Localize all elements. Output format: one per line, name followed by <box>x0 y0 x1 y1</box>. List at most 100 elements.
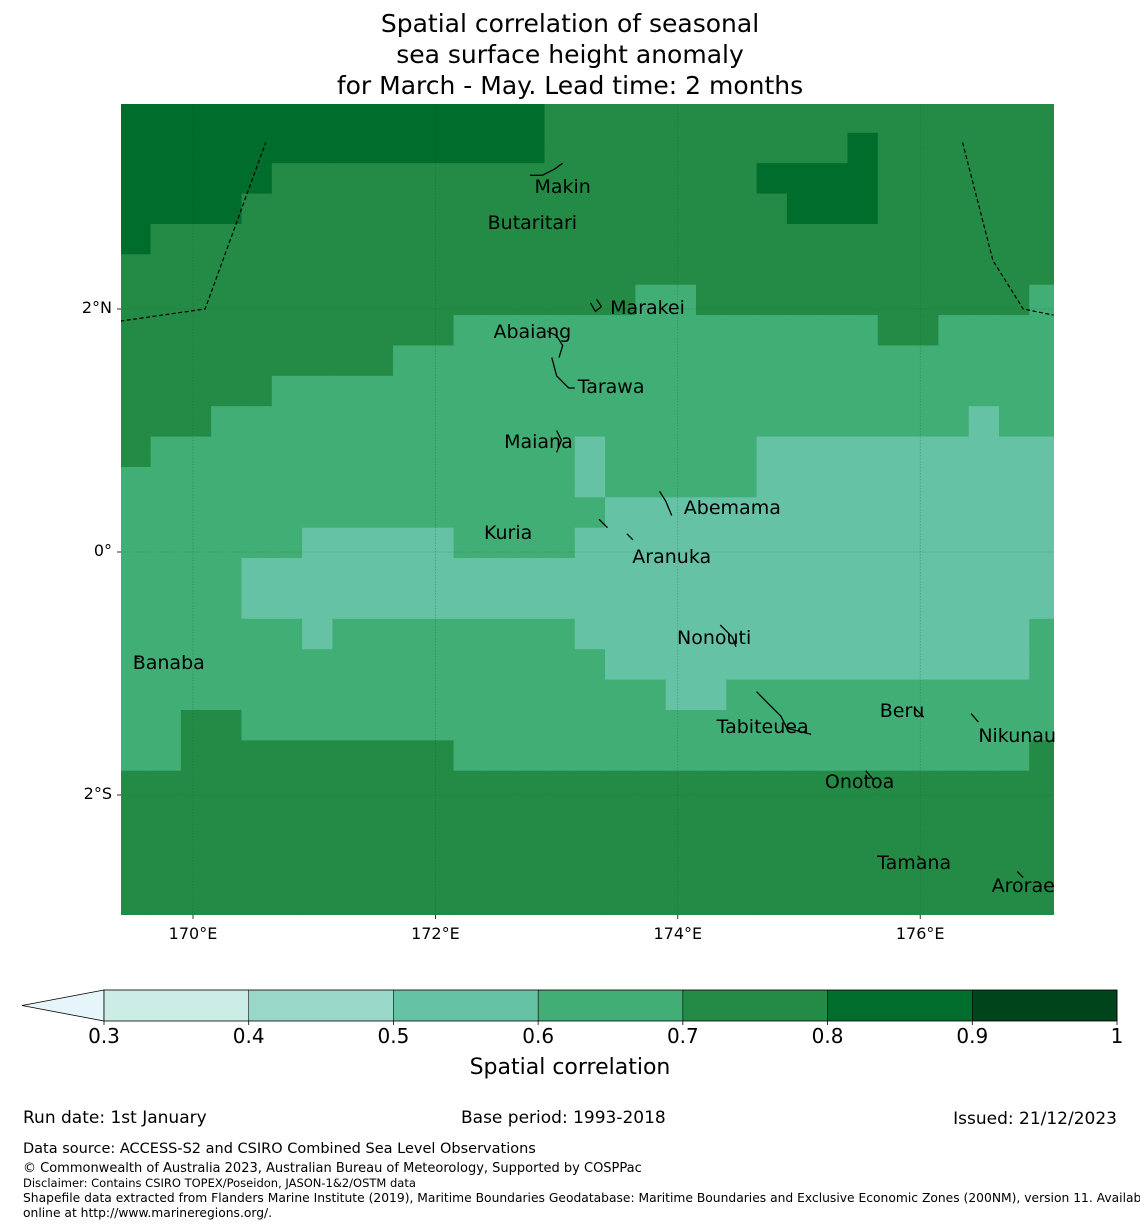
grid-cell <box>150 436 182 453</box>
grid-cell <box>241 239 273 255</box>
grid-cell <box>544 466 576 483</box>
grid-cell <box>453 785 485 802</box>
grid-cell <box>938 785 970 802</box>
grid-cell <box>908 785 939 802</box>
grid-cell <box>908 694 939 711</box>
grid-cell <box>121 406 152 422</box>
grid-cell <box>423 269 455 286</box>
grid-cell <box>877 391 909 407</box>
grid-cell <box>423 391 455 407</box>
grid-cell <box>877 785 909 802</box>
grid-cell <box>726 709 758 726</box>
grid-cell <box>302 284 333 301</box>
grid-cell <box>817 104 849 119</box>
run-date: Run date: 1st January <box>23 1108 207 1128</box>
place-label: Marakei <box>610 297 685 319</box>
grid-cell <box>121 208 152 225</box>
grid-cell <box>998 725 1030 741</box>
grid-cell <box>665 785 697 802</box>
grid-cell <box>847 664 879 681</box>
grid-cell <box>332 558 364 574</box>
grid-cell <box>695 816 727 833</box>
grid-cell <box>817 466 849 483</box>
grid-cell <box>817 816 849 833</box>
grid-cell <box>362 512 394 529</box>
grid-cell <box>605 104 636 119</box>
grid-cell <box>635 117 667 134</box>
grid-cell <box>544 269 576 286</box>
grid-cell <box>453 117 485 134</box>
grid-cell <box>635 588 667 605</box>
grid-cell <box>514 421 546 438</box>
grid-cell <box>241 938 272 954</box>
grid-cell <box>695 406 727 422</box>
grid-cell <box>998 132 1030 149</box>
grid-cell <box>544 315 576 331</box>
grid-cell <box>998 254 1030 271</box>
grid-cell <box>271 831 303 848</box>
grid-cell <box>695 801 727 817</box>
grid-cell <box>574 104 606 119</box>
grid-cell <box>574 132 606 149</box>
nikunau-island <box>970 713 979 723</box>
grid-cell <box>514 588 546 605</box>
grid-cell <box>877 284 909 301</box>
grid-cell <box>786 542 818 559</box>
grid-cell <box>180 239 212 255</box>
grid-cell <box>938 208 970 225</box>
grid-cell <box>968 709 1000 726</box>
grid-cell <box>756 239 788 255</box>
grid-cell <box>453 239 485 255</box>
grid-cell <box>665 330 697 347</box>
grid-cell <box>665 466 697 483</box>
grid-cell <box>483 725 515 741</box>
grid-cell <box>756 148 788 164</box>
grid-cell <box>332 877 364 893</box>
grid-cell <box>514 892 546 908</box>
grid-cell <box>665 877 697 893</box>
grid-cell <box>756 208 788 225</box>
grid-cell <box>726 694 758 711</box>
grid-cell <box>271 360 303 377</box>
grid-cell <box>483 208 515 225</box>
grid-cell <box>544 421 576 438</box>
grid-cell <box>938 284 970 301</box>
grid-cell <box>514 117 546 134</box>
grid-cell <box>392 512 424 529</box>
grid-cell <box>817 679 849 696</box>
grid-cell <box>514 269 546 286</box>
grid-cell <box>121 770 152 787</box>
grid-cell <box>938 254 970 271</box>
grid-cell <box>150 193 182 210</box>
grid-cell <box>695 208 727 225</box>
grid-cell <box>847 375 879 392</box>
grid-cell <box>544 725 576 741</box>
grid-cell <box>453 406 485 422</box>
grid-cell <box>514 451 546 468</box>
grid-cell <box>392 132 424 149</box>
grid-cell <box>756 104 788 119</box>
grid-cell <box>180 148 212 164</box>
grid-cell <box>332 482 364 498</box>
grid-cell <box>121 178 152 195</box>
grid-cell <box>241 664 273 681</box>
grid-cell <box>211 801 243 817</box>
grid-cell <box>635 573 667 590</box>
grid-cell <box>605 482 636 498</box>
grid-cell <box>211 193 243 210</box>
grid-cell <box>756 512 788 529</box>
grid-cell <box>150 178 182 195</box>
grid-cell <box>786 208 818 225</box>
abaiang-island <box>546 330 564 358</box>
grid-cell <box>332 770 364 787</box>
grid-cell <box>756 178 788 195</box>
grid-cell <box>908 542 939 559</box>
grid-cell <box>453 104 485 119</box>
grid-cell <box>938 694 970 711</box>
grid-cell <box>756 877 788 893</box>
grid-cell <box>544 938 575 954</box>
grid-cell <box>302 360 333 377</box>
grid-cell <box>635 360 667 377</box>
grid-cell <box>817 148 849 164</box>
grid-cell <box>968 527 1000 544</box>
